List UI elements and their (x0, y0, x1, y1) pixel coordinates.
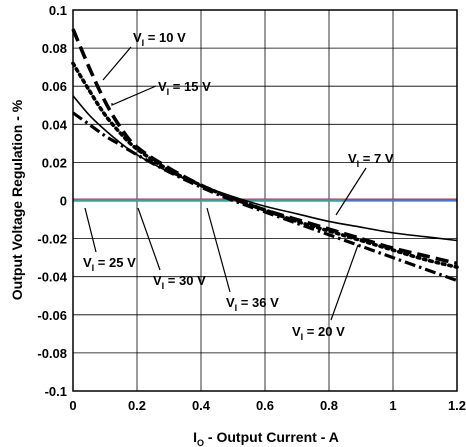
annotation-v36: VI = 36 V (226, 295, 279, 313)
annotation-pointer-v7 (335, 167, 367, 216)
annotation-sub: I (142, 38, 145, 48)
annotation-prefix: V (226, 295, 235, 310)
x-tick-labels: 0 0.2 0.4 0.6 0.8 1 1.2 (69, 398, 466, 413)
x-tick-label: 1 (389, 398, 396, 413)
y-tick-label: -0.06 (37, 308, 67, 323)
x-tick-label: 0.6 (256, 398, 274, 413)
x-tick-label: 1.2 (448, 398, 466, 413)
annotation-pointer-v15 (111, 85, 157, 106)
annotation-v20: VI = 20 V (292, 324, 345, 342)
annotation-prefix: V (133, 30, 142, 45)
annotations-layer: VI = 10 VVI = 15 VVI = 7 VVI = 25 VVI = … (83, 30, 394, 342)
annotation-sub: I (301, 332, 304, 342)
annotation-v7: VI = 7 V (348, 151, 394, 169)
y-axis-title: Output Voltage Regulation - % (9, 99, 25, 300)
x-axis-title-sub: O (197, 438, 204, 447)
annotation-prefix: V (158, 79, 167, 94)
annotation-v25: VI = 25 V (83, 255, 136, 273)
annotation-suffix: = 36 V (237, 295, 279, 310)
x-tick-label: 0 (69, 398, 76, 413)
annotation-v15: VI = 15 V (158, 79, 211, 97)
y-tick-label: -0.02 (37, 232, 67, 247)
x-axis-title: IO - Output Current - A (193, 429, 339, 447)
y-tick-label: 0.02 (42, 155, 67, 170)
annotation-suffix: = 20 V (303, 324, 345, 339)
x-tick-label: 0.4 (192, 398, 211, 413)
annotation-v30: VI = 30 V (153, 273, 206, 291)
annotation-suffix: = 30 V (164, 273, 206, 288)
annotation-pointer-v10 (102, 46, 132, 81)
series-line-0 (71, 28, 458, 266)
annotation-suffix: = 15 V (169, 79, 211, 94)
annotation-v10: VI = 10 V (133, 30, 186, 48)
annotation-prefix: V (292, 324, 301, 339)
y-tick-label: 0.1 (49, 3, 67, 18)
y-tick-label: -0.04 (37, 270, 67, 285)
y-tick-label: 0.08 (42, 41, 67, 56)
annotation-suffix: = 7 V (359, 151, 394, 166)
x-axis-title-main: I (193, 429, 197, 445)
annotation-sub: I (357, 159, 360, 169)
plot-frame (72, 9, 458, 392)
x-tick-label: 0.8 (320, 398, 338, 413)
y-tick-label: -0.1 (45, 384, 67, 399)
annotation-sub: I (167, 87, 170, 97)
series-layer (71, 28, 459, 283)
y-tick-label: 0.04 (42, 117, 68, 132)
y-tick-label: 0 (60, 194, 67, 209)
x-tick-label: 0.2 (128, 398, 146, 413)
y-tick-labels: 0.1 0.08 0.06 0.04 0.02 0 -0.02 -0.04 -0.06 -0.08… (37, 3, 67, 399)
annotation-suffix: = 10 V (144, 30, 186, 45)
annotation-pointer-v20 (330, 244, 359, 321)
annotation-prefix: V (348, 151, 357, 166)
y-tick-label: 0.06 (42, 79, 67, 94)
annotation-pointer-v25 (84, 207, 97, 253)
annotation-prefix: V (153, 273, 162, 288)
x-axis-title-rest: - Output Current - A (204, 429, 339, 445)
annotation-prefix: V (83, 255, 92, 270)
annotation-sub: I (92, 263, 95, 273)
annotation-pointer-v36 (206, 207, 231, 293)
y-tick-label: -0.08 (37, 346, 67, 361)
annotation-pointer-v30 (137, 207, 161, 271)
annotation-suffix: = 25 V (94, 255, 136, 270)
annotation-sub: I (162, 281, 165, 291)
annotation-sub: I (235, 303, 238, 313)
